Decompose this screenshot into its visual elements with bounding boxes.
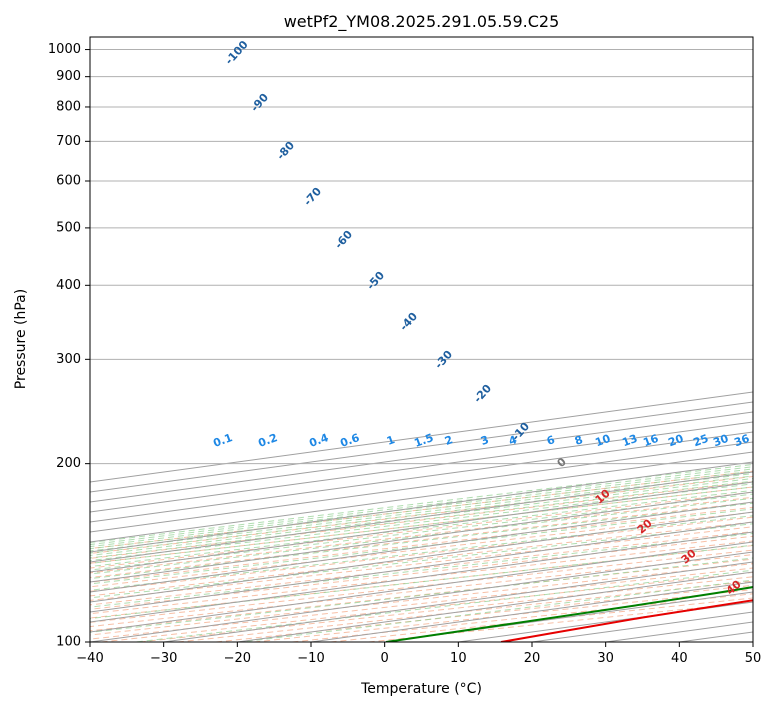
mixing-ratio-label: 2 xyxy=(443,433,455,448)
y-tick-label: 100 xyxy=(56,635,81,650)
y-tick-label: 300 xyxy=(56,352,81,367)
mixing-ratio-label: 20 xyxy=(666,432,685,450)
mixing-ratio-label: 36 xyxy=(732,432,751,450)
axes: −40 −30 −20 −10 0 10 20 30 40 5010020030040050060… xyxy=(48,42,761,666)
x-tick-label: 50 xyxy=(745,651,762,666)
x-tick-label: 40 xyxy=(671,651,688,666)
y-tick-label: 500 xyxy=(56,220,81,235)
y-tick-label: 900 xyxy=(56,69,81,84)
x-tick-label: −30 xyxy=(150,651,177,666)
isotherm-line xyxy=(90,481,753,573)
y-tick-label: 600 xyxy=(56,173,81,188)
mixing-ratio-label: 6 xyxy=(545,433,557,448)
x-tick-label: 20 xyxy=(524,651,541,666)
isotherm-line xyxy=(90,461,753,553)
mixing-ratio-label: 1.5 xyxy=(412,431,435,450)
isotherm-line xyxy=(90,471,753,563)
y-tick-label: 700 xyxy=(56,134,81,149)
isotherm-line xyxy=(90,501,753,593)
mixing-ratio-label: 8 xyxy=(573,433,585,448)
plot-frame xyxy=(89,36,754,643)
x-axis-label: Temperature (°C) xyxy=(360,681,482,697)
dewpoint-profile xyxy=(385,586,753,642)
mixing-ratio-label: 10 xyxy=(593,432,612,450)
x-tick-label: 0 xyxy=(381,651,389,666)
mixing-ratio-label: 0.6 xyxy=(338,431,361,450)
y-tick-label: 1000 xyxy=(48,42,81,57)
y-tick-label: 200 xyxy=(56,456,81,471)
background-grid xyxy=(90,49,753,642)
mixing-ratio-label: 13 xyxy=(620,432,639,449)
x-tick-label: 10 xyxy=(450,651,467,666)
mixing-ratio-label: 25 xyxy=(691,432,710,449)
x-tick-label: −20 xyxy=(224,651,251,666)
sounding-traces xyxy=(385,586,753,642)
y-tick-label: 400 xyxy=(56,278,81,293)
mixing-ratio-label: 4 xyxy=(507,433,519,448)
x-tick-label: −10 xyxy=(297,651,324,666)
mixing-ratio-label: 0.2 xyxy=(256,431,279,450)
mixing-ratio-label: 30 xyxy=(711,432,730,450)
x-tick-label: −40 xyxy=(76,651,103,666)
y-tick-label: 800 xyxy=(56,99,81,114)
mixing-ratio-label: 16 xyxy=(641,432,660,450)
isotherm-line xyxy=(90,451,753,543)
isotherm-line xyxy=(90,521,753,613)
mixing-ratio-label: 1 xyxy=(385,433,397,448)
x-tick-label: 30 xyxy=(597,651,614,666)
y-axis-label: Pressure (hPa) xyxy=(13,289,29,389)
mixing-ratio-label: 0.1 xyxy=(211,431,234,450)
isotherm-line xyxy=(90,491,753,583)
isotherm-line xyxy=(90,531,753,623)
isotherm-line xyxy=(90,511,753,603)
chart-title: wetPf2_YM08.2025.291.05.59.C25 xyxy=(284,12,560,32)
mixing-ratio-label: 3 xyxy=(479,433,491,448)
mixing-ratio-label: 0.4 xyxy=(307,431,330,450)
